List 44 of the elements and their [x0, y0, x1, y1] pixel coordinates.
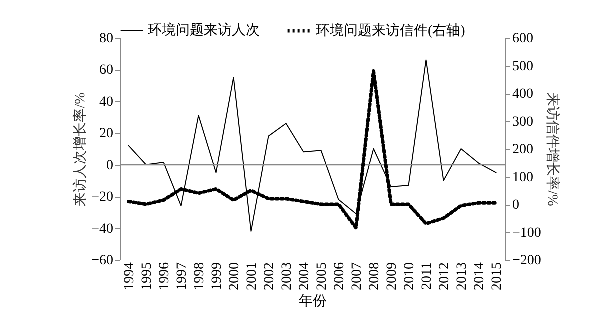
y2-tick-label: 200: [512, 142, 534, 158]
x-tick-label: 2001: [244, 262, 260, 290]
x-tick-label: 2002: [262, 262, 278, 290]
y2-tick-label: 400: [512, 87, 534, 102]
legend-label: 环境问题来访人次: [148, 22, 260, 38]
x-axis-title: 年份: [299, 294, 327, 310]
x-tick-label: 2012: [437, 262, 452, 290]
x-tick-label: 2008: [367, 262, 382, 290]
x-tick-label: 2011: [420, 262, 435, 290]
y2-tick-label: −100: [512, 226, 542, 241]
x-tick-label: 2014: [472, 262, 488, 290]
y2-tick-label: 300: [512, 114, 534, 130]
x-tick-label: 1994: [122, 262, 138, 290]
y2-axis-title: 来访信件增长率/%: [544, 92, 560, 207]
y2-tick-label: −200: [512, 254, 542, 268]
y2-tick-label: 0: [512, 198, 520, 213]
x-tick-label: 1998: [192, 262, 208, 290]
y2-tick-label: 100: [512, 170, 534, 186]
y-tick-label: −60: [92, 254, 114, 268]
x-tick-label: 2006: [332, 262, 348, 290]
y-axis-title: 来访人次增长率/%: [72, 92, 89, 206]
y-tick-label: 60: [100, 63, 114, 78]
legend-label: 环境问题来访信件(右轴): [316, 23, 466, 39]
y-tick-label: 0: [106, 158, 114, 174]
x-tick-label: 2015: [490, 262, 505, 290]
y-tick-label: 20: [100, 126, 114, 142]
y-tick-label: −40: [92, 222, 114, 237]
x-tick-label: 2005: [314, 262, 330, 290]
x-tick-label: 1999: [210, 262, 225, 290]
x-tick-label: 2009: [384, 262, 400, 290]
x-tick-label: 2010: [402, 262, 418, 290]
y-tick-label: 80: [100, 32, 114, 46]
x-tick-label: 2007: [350, 262, 365, 290]
x-tick-label: 1997: [174, 262, 190, 290]
y-tick-label: 40: [100, 94, 114, 110]
y2-tick-label: 600: [512, 32, 534, 46]
x-tick-label: 2013: [454, 262, 470, 290]
y-tick-label: −20: [92, 190, 114, 206]
x-tick-label: 1996: [157, 262, 172, 290]
x-tick-label: 2003: [280, 262, 295, 290]
y2-tick-label: 500: [512, 59, 534, 74]
x-tick-label: 2000: [227, 262, 242, 290]
x-tick-label: 1995: [140, 262, 155, 290]
x-tick-label: 2004: [297, 262, 312, 290]
